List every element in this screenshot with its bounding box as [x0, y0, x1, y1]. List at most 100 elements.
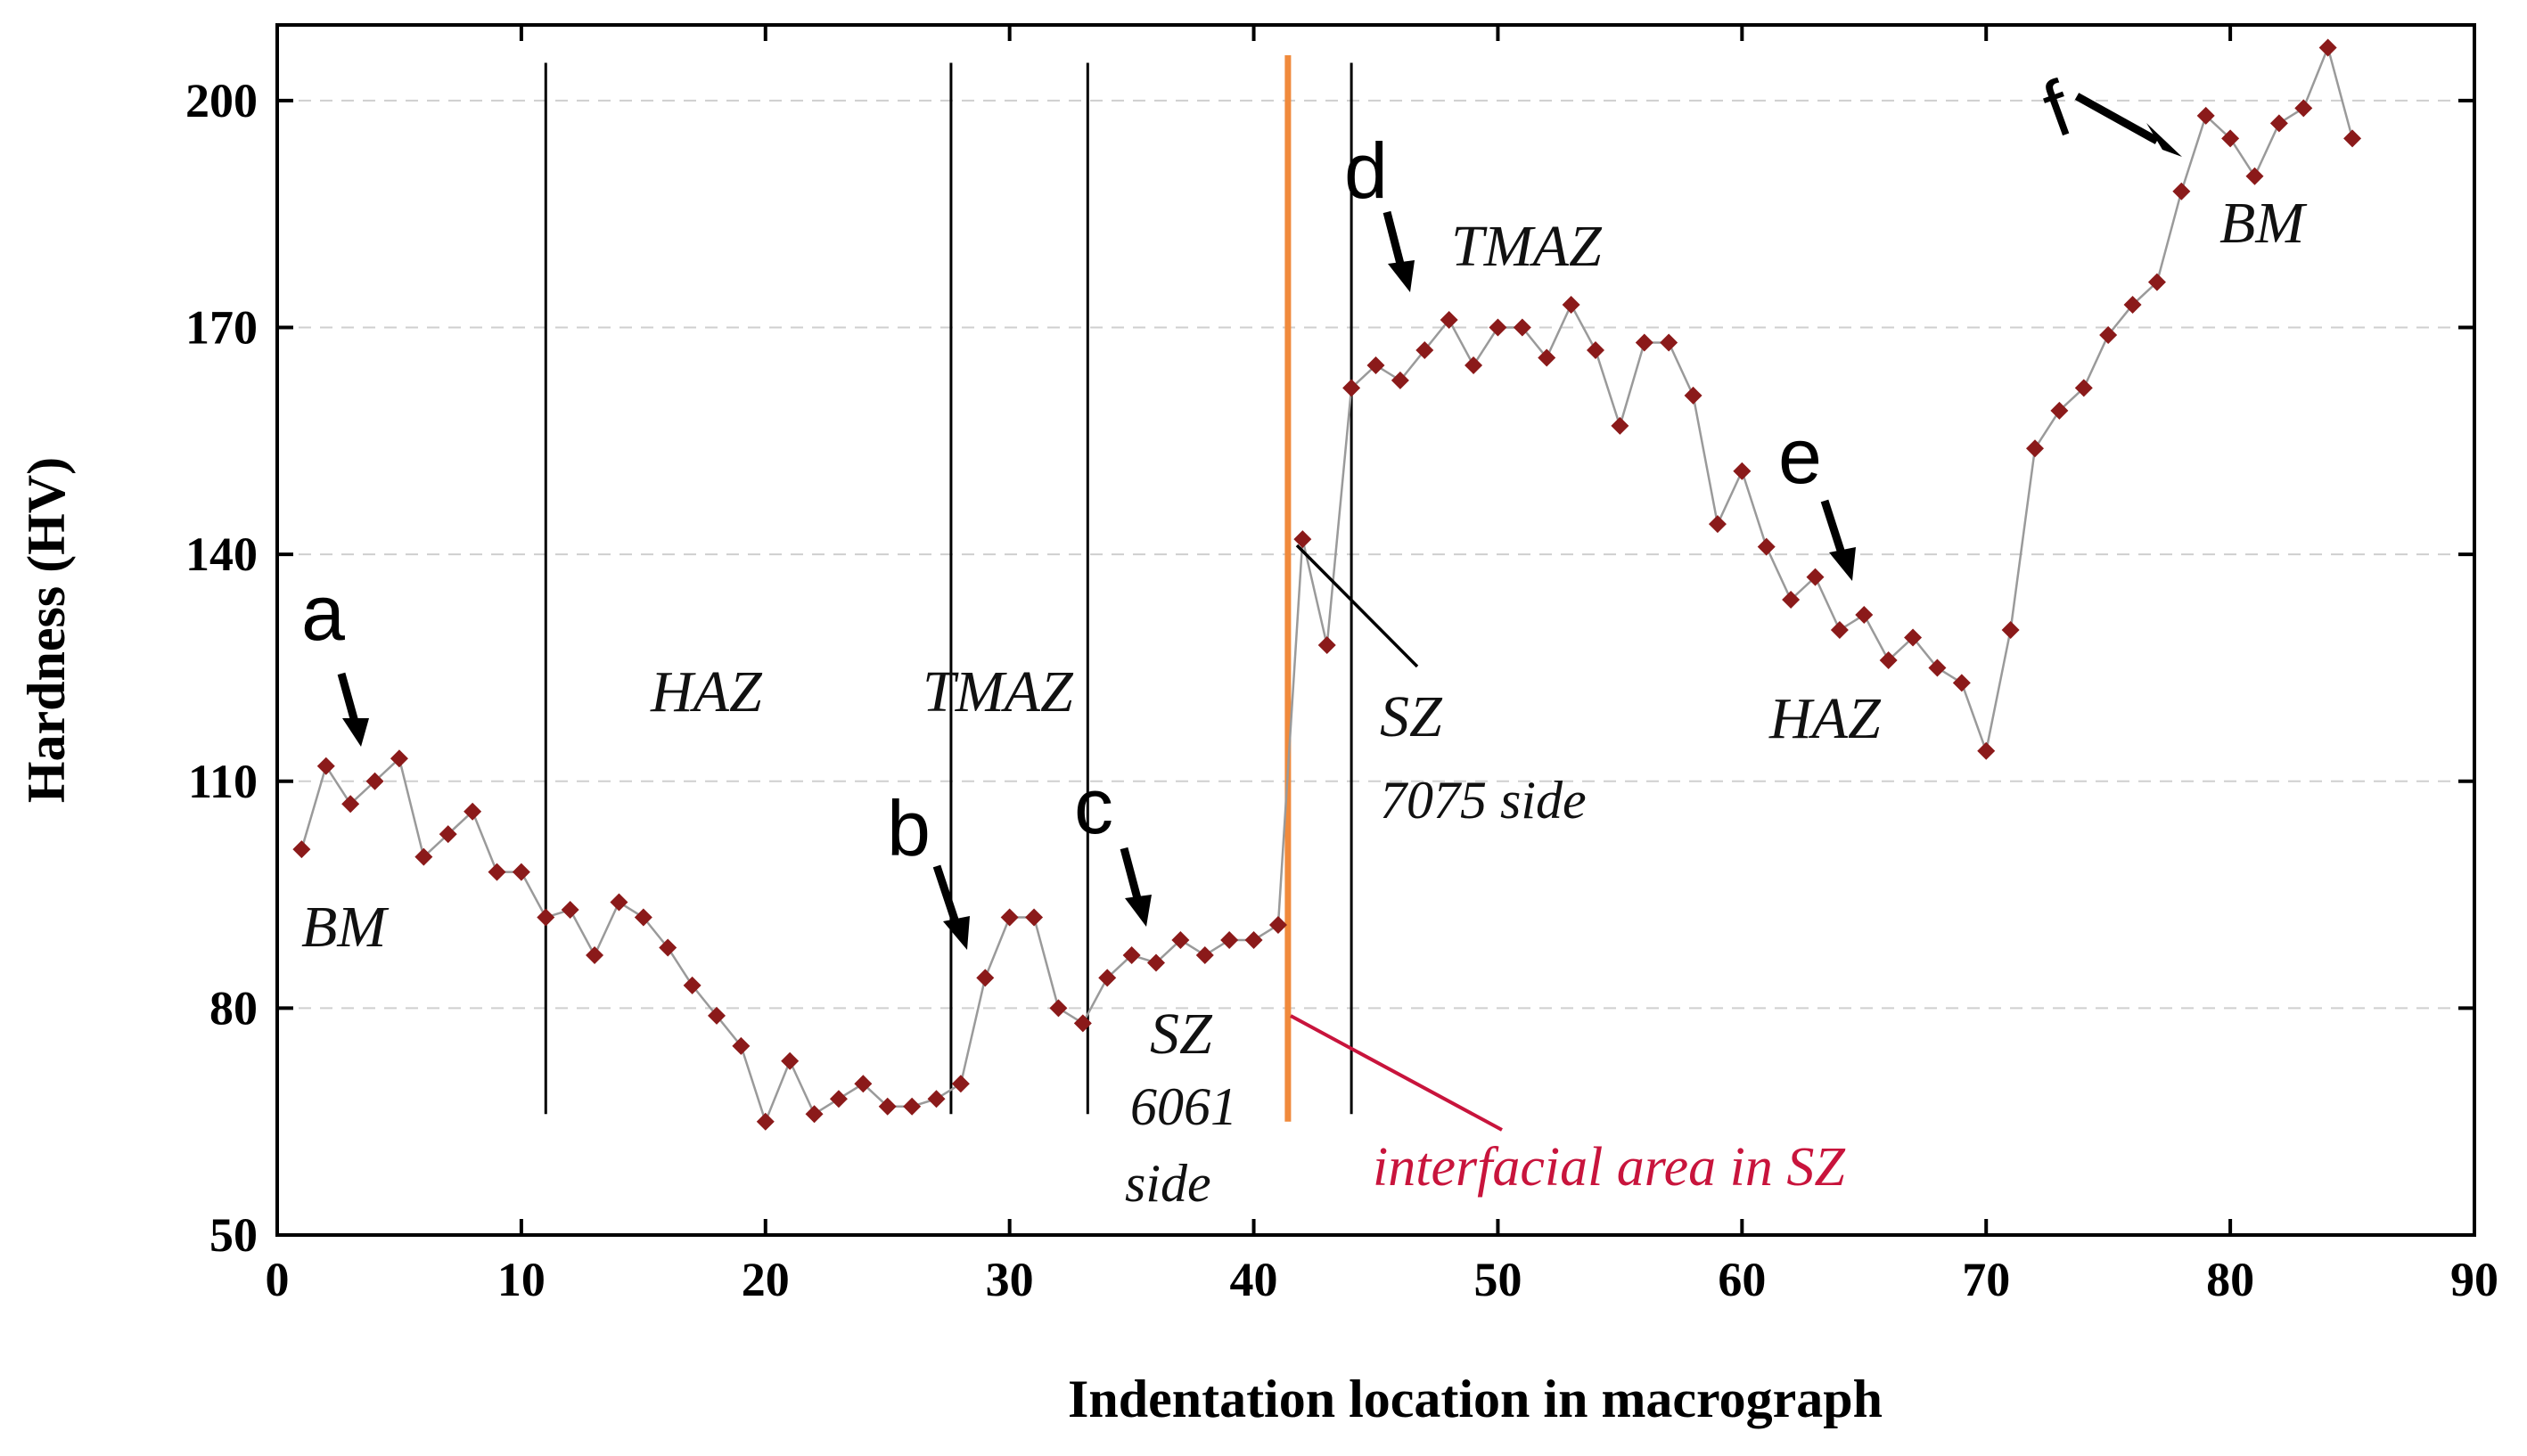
data-point — [1538, 348, 1556, 367]
data-point — [1806, 568, 1825, 586]
data-point — [1268, 916, 1287, 935]
data-point — [2318, 38, 2337, 57]
data-point — [390, 749, 408, 768]
data-point — [976, 969, 995, 987]
marker-e: e — [1778, 412, 1822, 500]
data-point — [683, 976, 701, 994]
zone-boundaries — [544, 54, 1353, 1122]
x-tick-label-0: 0 — [266, 1253, 290, 1306]
arrow-f — [2074, 93, 2160, 144]
x-tick-label-70: 70 — [1962, 1253, 2010, 1306]
region-sz-6061-b: 6061 — [1130, 1077, 1237, 1136]
arrowhead-f — [2146, 123, 2182, 157]
data-point — [1562, 296, 1580, 315]
data-point — [1098, 969, 1117, 987]
y-tick-label-200: 200 — [185, 74, 258, 127]
x-axis-title: Indentation location in macrograph — [1068, 1370, 1883, 1428]
data-point — [512, 863, 530, 881]
region-haz-left: HAZ — [650, 659, 763, 724]
y-tick-label-110: 110 — [188, 755, 258, 808]
x-tick-label-50: 50 — [1473, 1253, 1522, 1306]
data-point — [1977, 741, 1996, 760]
axis-ticks — [275, 25, 2476, 1237]
data-point — [1195, 945, 1214, 964]
data-point — [1391, 371, 1409, 389]
data-point — [1611, 416, 1629, 435]
data-point — [1049, 999, 1068, 1018]
series-line — [300, 44, 2354, 1125]
arrowhead-d — [1388, 260, 1415, 292]
data-point — [2050, 401, 2069, 420]
marker-a: a — [301, 568, 345, 657]
data-point — [2099, 325, 2118, 344]
data-point — [1147, 953, 1165, 972]
data-point — [1366, 356, 1385, 374]
data-point — [1293, 530, 1312, 549]
data-point — [1342, 379, 1361, 397]
arrow-e — [1820, 499, 1847, 558]
data-point — [2074, 379, 2093, 397]
interfacial-label: interfacial area in SZ — [1373, 1137, 1845, 1198]
data-point — [1830, 621, 1849, 639]
data-point — [1928, 658, 1947, 677]
data-point — [1757, 537, 1776, 556]
data-point — [292, 840, 311, 859]
x-tick-label-80: 80 — [2206, 1253, 2254, 1306]
data-point — [1000, 908, 1019, 927]
data-point — [781, 1051, 800, 1070]
data-point — [732, 1036, 751, 1055]
region-tmaz-right: TMAZ — [1451, 214, 1603, 279]
data-point — [2221, 129, 2240, 148]
plot-frame — [275, 23, 2476, 1237]
data-point — [708, 1006, 726, 1025]
gridlines — [277, 99, 2474, 1010]
data-point — [316, 757, 335, 775]
data-point — [586, 945, 604, 964]
y-axis-title: Hardness (HV) — [17, 457, 76, 803]
data-point — [1171, 930, 1190, 949]
x-tick-label-60: 60 — [1718, 1253, 1766, 1306]
data-point — [1635, 333, 1653, 352]
data-point — [659, 938, 677, 957]
data-point — [854, 1075, 873, 1093]
data-point — [1244, 930, 1263, 949]
x-tick-label-30: 30 — [986, 1253, 1034, 1306]
data-point — [1025, 908, 1044, 927]
region-sz-7075-a: SZ — [1380, 684, 1443, 749]
data-point — [2026, 439, 2044, 458]
data-point — [341, 795, 360, 814]
data-point — [1708, 515, 1727, 534]
tick-labels: 0 10 20 30 40 50 60 70 80 90 50 80 110 140 170 200 — [185, 74, 2498, 1306]
data-point — [537, 908, 555, 927]
marker-arrows — [337, 93, 2182, 950]
data-point — [829, 1090, 848, 1108]
marker-b: b — [887, 784, 931, 872]
data-point — [561, 901, 579, 920]
data-point — [1952, 674, 1971, 692]
data-point — [1904, 628, 1923, 647]
arrowhead-c — [1125, 895, 1152, 927]
data-point — [1660, 333, 1678, 352]
marker-c: c — [1074, 762, 1113, 850]
data-point — [414, 847, 433, 866]
sz-7075-leader — [1295, 544, 1419, 668]
data-point — [1317, 635, 1336, 654]
data-point — [756, 1112, 775, 1131]
data-point — [1465, 356, 1483, 374]
arrowhead-e — [1829, 547, 1856, 581]
data-points — [292, 38, 2362, 1131]
x-tick-label-40: 40 — [1230, 1253, 1278, 1306]
interfacial-leader — [1290, 1014, 1503, 1132]
region-haz-right: HAZ — [1768, 686, 1882, 751]
y-tick-label-140: 140 — [185, 528, 258, 581]
region-sz-6061-c: side — [1125, 1154, 1211, 1213]
x-tick-label-20: 20 — [742, 1253, 790, 1306]
y-tick-label-80: 80 — [209, 981, 258, 1035]
data-point — [903, 1097, 922, 1116]
data-point — [1684, 386, 1702, 405]
arrowhead-b — [943, 916, 970, 950]
data-point — [878, 1097, 897, 1116]
arrow-b — [932, 864, 961, 927]
x-tick-label-10: 10 — [497, 1253, 546, 1306]
